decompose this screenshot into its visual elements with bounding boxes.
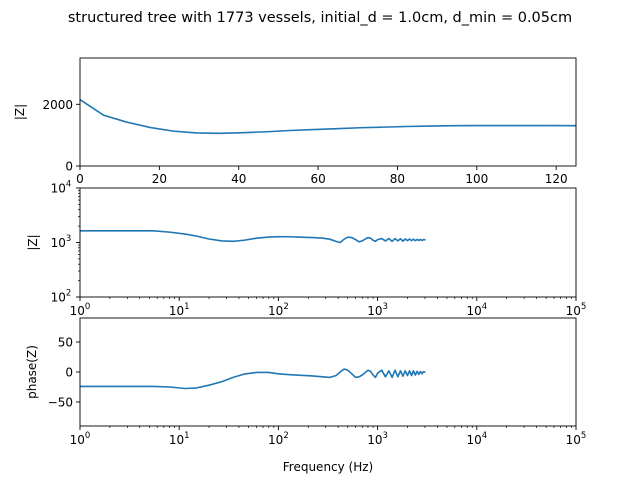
magnitude-linear-xtick-label-4: 80 [390,172,405,186]
magnitude-linear-xtick-label-3: 60 [310,172,325,186]
phase-log-ytick-label-1: 0 [65,366,73,380]
magnitude-log-series-line-0 [80,229,426,244]
phase-log-ytick-label-2: 50 [58,336,73,350]
magnitude-linear-ylabel: |Z| [13,104,27,120]
phase-log-ylabel: phase(Z) [25,345,39,399]
magnitude-linear-xtick-label-0: 0 [76,172,84,186]
figure-title: structured tree with 1773 vessels, initi… [68,10,572,26]
magnitude-linear-xtick-label-2: 40 [231,172,246,186]
phase-log-series-line-0 [80,368,426,390]
magnitude-linear-xtick-label-1: 20 [152,172,167,186]
phase-log-frame [79,317,577,427]
phase-log-ytick-label-0: −50 [48,396,73,410]
magnitude-linear-series-line-0 [80,98,576,135]
phase-log-xlabel: Frequency (Hz) [283,460,374,474]
magnitude-linear-frame [79,57,577,167]
magnitude-linear-xtick-label-5: 100 [465,172,488,186]
magnitude-linear-ytick-label-0: 0 [65,160,73,174]
magnitude-linear-axes: 0 20 40 60 80 100 120 0 2000 |Z| [13,57,577,186]
magnitude-linear-ytick-label-1: 2000 [42,98,73,112]
magnitude-linear-xtick-label-6: 120 [545,172,568,186]
magnitude-log-frame [79,187,577,298]
magnitude-log-ylabel: |Z| [26,234,40,250]
